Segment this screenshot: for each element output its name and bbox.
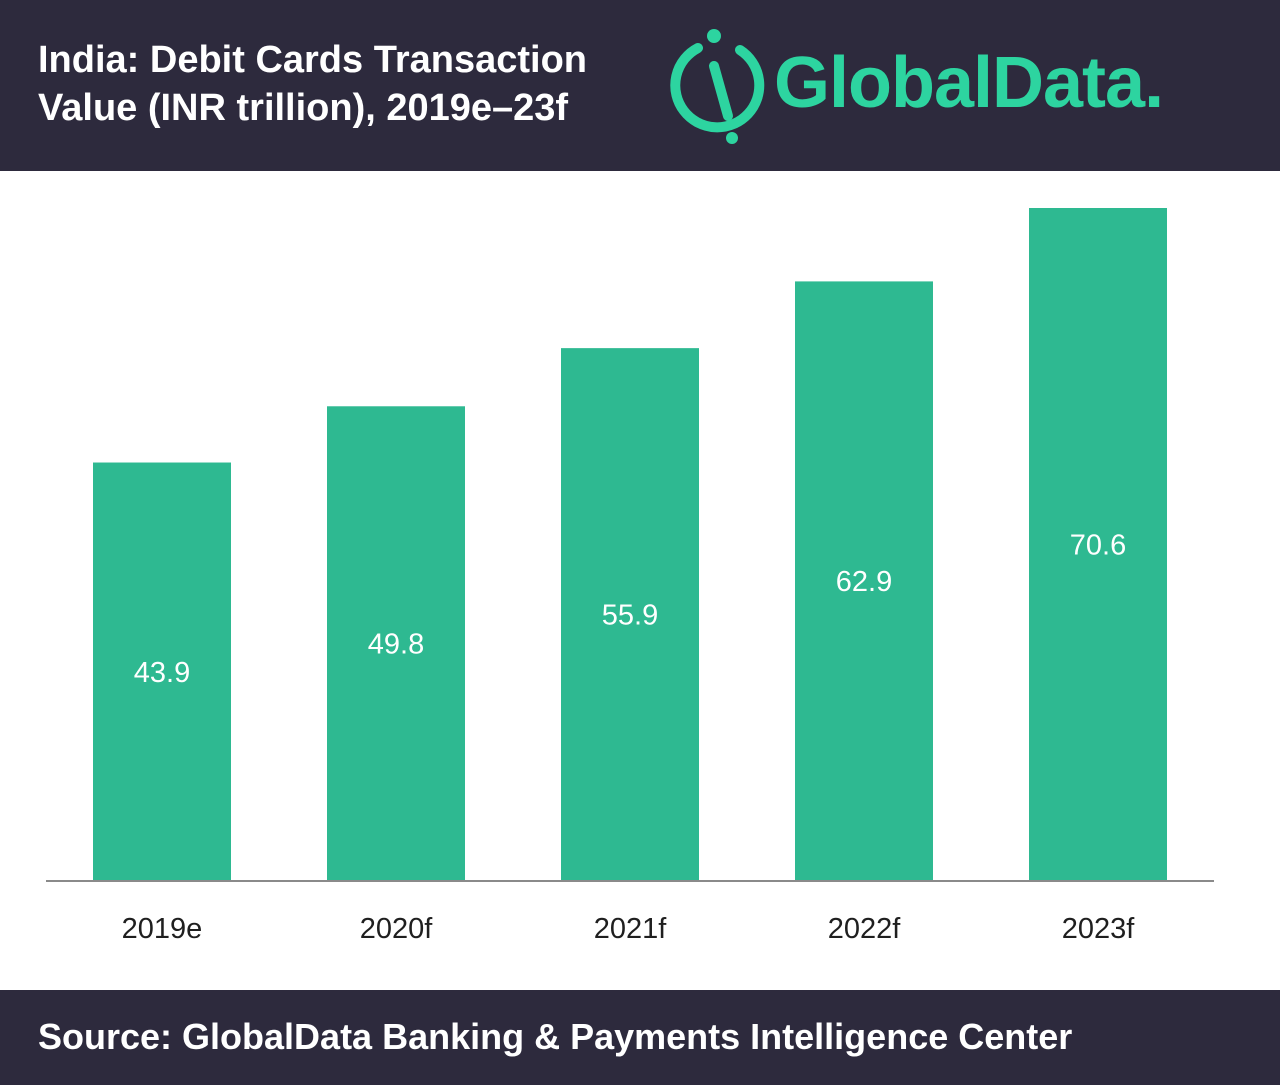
value-label-2019e: 43.9 [134,657,190,689]
x-tick-label-2019e: 2019e [122,913,203,945]
globaldata-logo-icon [670,29,765,144]
x-tick-label-2023f: 2023f [1062,913,1136,945]
bar-chart-area: 43.9 2019e 49.8 2020f 55.9 2021f 62.9 2022f 70.6… [0,171,1280,990]
source-note: Source: GlobalData Banking & Payments In… [38,1016,1073,1057]
labels-group: 43.9 2019e 49.8 2020f 55.9 2021f 62.9 2022f 70.6… [122,530,1136,946]
footer-banner: Source: GlobalData Banking & Payments In… [0,990,1280,1085]
bar-2019e [93,462,231,881]
x-tick-label-2021f: 2021f [594,913,668,945]
globaldata-brand: GlobalData. [668,26,1268,146]
header-banner: India: Debit Cards Transaction Value (IN… [0,0,1280,171]
bar-2021f [561,348,699,881]
chart-title: India: Debit Cards Transaction Value (IN… [38,36,658,132]
value-label-2020f: 49.8 [368,629,424,661]
value-label-2022f: 62.9 [836,566,892,598]
bar-2020f [327,406,465,881]
title-line-1: India: Debit Cards Transaction [38,39,587,81]
value-label-2023f: 70.6 [1070,530,1126,562]
bars-group [93,208,1167,881]
x-tick-label-2020f: 2020f [360,913,434,945]
bar-2023f [1029,208,1167,881]
bar-chart: 43.9 2019e 49.8 2020f 55.9 2021f 62.9 2022f 70.6… [46,208,1214,946]
title-line-2: Value (INR trillion), 2019e–23f [38,87,569,129]
value-label-2021f: 55.9 [602,600,658,632]
bar-2022f [795,281,933,881]
x-tick-label-2022f: 2022f [828,913,902,945]
brand-name: GlobalData. [774,43,1164,123]
